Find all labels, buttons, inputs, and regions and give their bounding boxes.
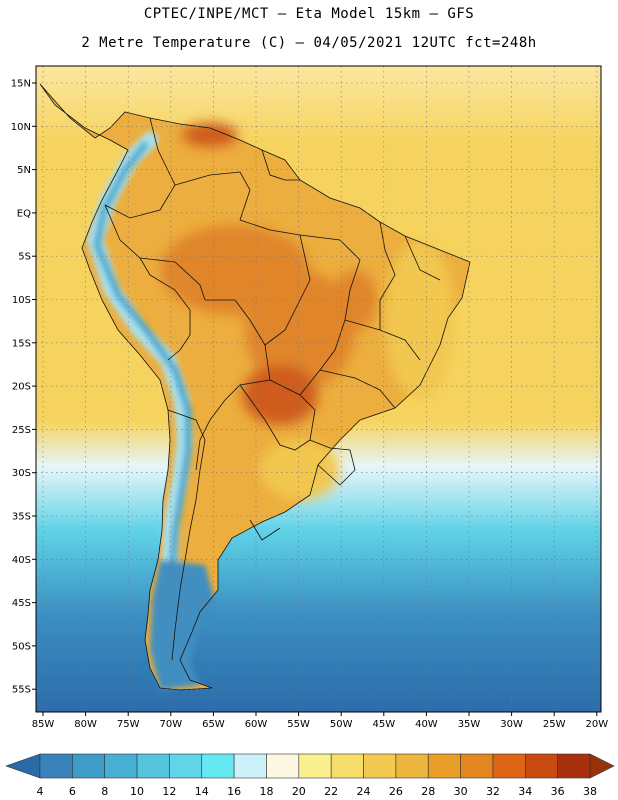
coastal-band-east	[385, 240, 455, 400]
colorbar-label: 36	[551, 785, 565, 798]
colorbar-swatch	[330, 753, 364, 779]
lon-label: 55W	[287, 719, 310, 730]
lon-label: 85W	[32, 719, 55, 730]
lon-label: 20W	[585, 719, 608, 730]
colorbar-label: 12	[162, 785, 176, 798]
colorbar: 4 6 8 10 12 14 16 18 20 22 24 26 28 30 32 34 36 38	[5, 753, 615, 798]
colorbar-swatch	[266, 753, 300, 779]
lat-label: 15N	[11, 79, 31, 90]
title-line-variable: 2 Metre Temperature (C) — 04/05/2021 12U…	[81, 35, 537, 51]
lat-label: 50S	[12, 641, 31, 652]
lon-label: 80W	[74, 719, 97, 730]
patagonia-cold	[150, 560, 215, 690]
hot-region-east	[333, 270, 377, 330]
colorbar-label: 38	[583, 785, 597, 798]
colorbar-label: 32	[486, 785, 500, 798]
colorbar-label: 4	[37, 785, 44, 798]
lon-label: 30W	[500, 719, 523, 730]
colorbar-swatch	[233, 753, 267, 779]
colorbar-label: 22	[324, 785, 338, 798]
longitude-labels: 85W 80W 75W 70W 65W 60W 55W 50W 45W 40W 35W 30W 25W 2…	[32, 719, 609, 730]
colorbar-label: 26	[389, 785, 403, 798]
colorbar-swatch	[363, 753, 397, 779]
colorbar-swatch	[524, 753, 558, 779]
colorbar-swatch	[557, 753, 591, 779]
colorbar-swatch	[492, 753, 526, 779]
lon-label: 75W	[117, 719, 140, 730]
lat-label: 20S	[12, 382, 31, 393]
colorbar-label: 24	[357, 785, 371, 798]
hot-region-north	[182, 123, 238, 147]
colorbar-label: 28	[421, 785, 435, 798]
latitude-labels: 15N 10N 5N EQ 5S 10S 15S 20S 25S 30S 35S 40S 45S 50S 5…	[11, 79, 31, 696]
lat-label: EQ	[17, 208, 31, 219]
colorbar-swatch	[72, 753, 106, 779]
andes-cold-core	[93, 141, 192, 574]
title-line-model: CPTEC/INPE/MCT — Eta Model 15km — GFS	[143, 6, 475, 22]
map-frame	[35, 65, 602, 713]
lon-label: 45W	[372, 719, 395, 730]
colorbar-label: 8	[101, 785, 108, 798]
lon-label: 65W	[202, 719, 225, 730]
graticule	[32, 66, 601, 716]
lon-label: 50W	[330, 719, 353, 730]
colorbar-swatch	[395, 753, 429, 779]
cooler-region-south	[260, 440, 340, 500]
lon-label: 35W	[458, 719, 481, 730]
lat-label: 30S	[12, 468, 31, 479]
lat-label: 10N	[11, 122, 31, 133]
colorbar-swatch	[460, 753, 494, 779]
lat-label: 15S	[12, 338, 31, 349]
country-borders	[39, 83, 471, 691]
colorbar-label: 20	[292, 785, 306, 798]
lat-label: 10S	[12, 295, 31, 306]
colorbar-swatch	[201, 753, 235, 779]
lat-label: 35S	[12, 512, 31, 523]
lat-label: 5N	[17, 165, 31, 176]
map-field	[36, 66, 601, 712]
colorbar-label: 30	[454, 785, 468, 798]
colorbar-under-arrow	[5, 753, 41, 779]
colorbar-label: 10	[130, 785, 144, 798]
lat-label: 55S	[12, 685, 31, 696]
colorbar-swatch	[104, 753, 138, 779]
lon-label: 60W	[245, 719, 268, 730]
lat-label: 45S	[12, 598, 31, 609]
colorbar-over-arrow	[589, 753, 615, 779]
lat-label: 5S	[18, 252, 31, 263]
lon-label: 25W	[543, 719, 566, 730]
colorbar-label: 6	[69, 785, 76, 798]
colorbar-label: 34	[518, 785, 532, 798]
lon-label: 40W	[415, 719, 438, 730]
colorbar-swatch	[169, 753, 203, 779]
lon-label: 70W	[159, 719, 182, 730]
colorbar-swatch	[136, 753, 170, 779]
lat-label: 25S	[12, 425, 31, 436]
colorbar-swatch	[427, 753, 461, 779]
colorbar-label: 18	[259, 785, 273, 798]
colorbar-swatch	[39, 753, 73, 779]
colorbar-swatch	[298, 753, 332, 779]
lat-label: 40S	[12, 555, 31, 566]
colorbar-label: 14	[195, 785, 209, 798]
hottest-region-chaco	[242, 365, 318, 425]
colorbar-label: 16	[227, 785, 241, 798]
